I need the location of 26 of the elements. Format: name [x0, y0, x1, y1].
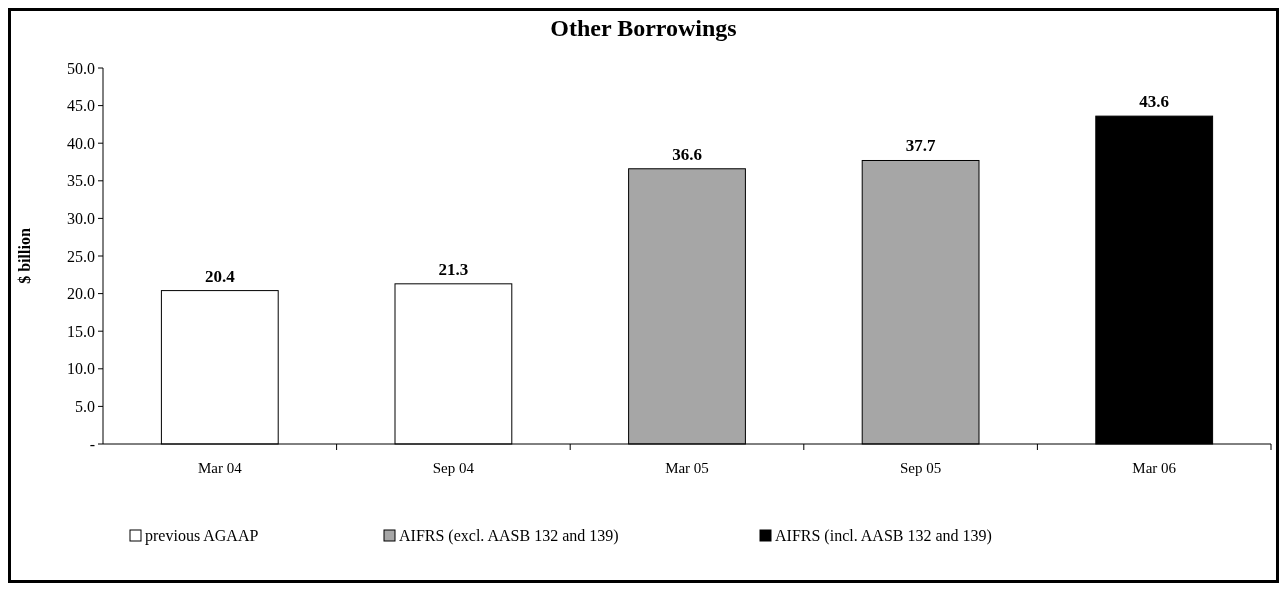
y-tick-label: 25.0: [67, 247, 95, 265]
x-tick-label: Mar 06: [1132, 460, 1177, 476]
y-tick-label: -: [89, 435, 95, 453]
y-tick-label: 40.0: [67, 134, 95, 152]
y-tick-label: 10.0: [67, 360, 95, 378]
data-label: 37.7: [905, 136, 936, 156]
legend-label: previous AGAAP: [145, 527, 259, 545]
legend-label: AIFRS (excl. AASB 132 and 139): [399, 527, 619, 545]
x-tick-label: Sep 05: [899, 460, 942, 476]
data-label: 36.6: [672, 144, 702, 164]
x-tick-label: Mar 04: [197, 460, 243, 476]
y-tick-label: 20.0: [67, 285, 95, 303]
y-tick-label: 15.0: [67, 322, 95, 340]
data-label: 20.4: [204, 266, 236, 286]
chart-title: Other Borrowings: [550, 15, 737, 41]
legend-label: AIFRS (incl. AASB 132 and 139): [775, 527, 992, 545]
x-tick-label: Sep 04: [432, 460, 475, 476]
x-tick-label: Mar 05: [665, 460, 709, 476]
y-tick-label: 5.0: [75, 398, 95, 415]
y-tick-label: 45.0: [67, 97, 95, 115]
data-label: 43.6: [1139, 92, 1170, 112]
y-tick-label: 30.0: [67, 210, 95, 227]
y-tick-label: 35.0: [67, 172, 95, 190]
y-tick-label: 50.0: [67, 59, 95, 77]
data-label: 21.3: [438, 259, 469, 279]
y-axis-title: $ billion: [16, 228, 33, 284]
